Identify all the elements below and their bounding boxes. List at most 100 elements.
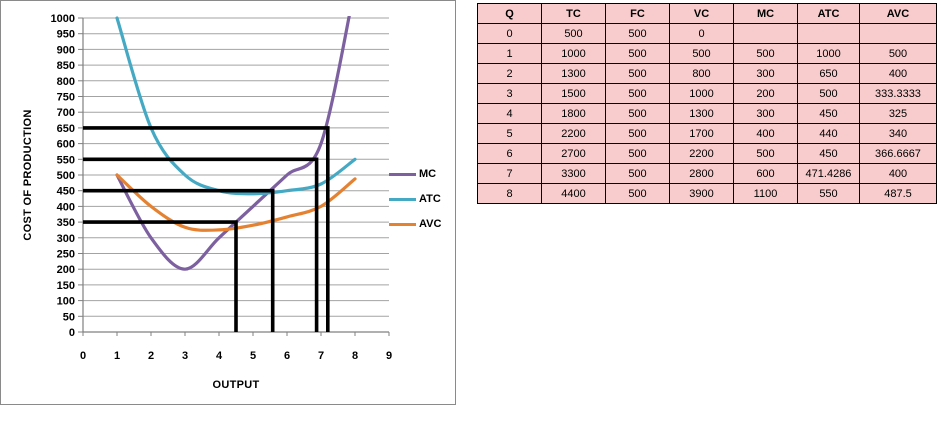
table-cell[interactable]: 500 bbox=[797, 83, 860, 104]
annotation-line[interactable] bbox=[83, 157, 319, 332]
table-cell[interactable]: 500 bbox=[605, 43, 670, 64]
table-cell[interactable]: 550 bbox=[797, 183, 860, 204]
table-cell[interactable]: 800 bbox=[669, 63, 734, 84]
table-cell[interactable]: 600 bbox=[733, 163, 798, 184]
table-cell[interactable]: 366.6667 bbox=[859, 143, 937, 164]
annotation-line[interactable] bbox=[83, 126, 330, 332]
table-cell[interactable]: 500 bbox=[733, 43, 798, 64]
table-cell[interactable]: 400 bbox=[859, 163, 937, 184]
legend-label: ATC bbox=[419, 193, 441, 205]
y-tick-label: 250 bbox=[57, 249, 75, 261]
table-cell[interactable]: 1300 bbox=[541, 63, 606, 84]
table-cell[interactable]: 500 bbox=[859, 43, 937, 64]
table-cell[interactable]: 500 bbox=[733, 143, 798, 164]
table-cell[interactable]: 1300 bbox=[669, 103, 734, 124]
x-tick-label: 7 bbox=[318, 350, 324, 362]
table-cell[interactable]: 300 bbox=[733, 103, 798, 124]
table-cell[interactable]: 450 bbox=[797, 143, 860, 164]
table-cell[interactable]: 8 bbox=[477, 183, 542, 204]
table-cell[interactable]: 500 bbox=[669, 43, 734, 64]
table-cell[interactable]: 1 bbox=[477, 43, 542, 64]
table-cell[interactable]: 400 bbox=[733, 123, 798, 144]
table-cell[interactable]: 1800 bbox=[541, 103, 606, 124]
table-cell[interactable]: 650 bbox=[797, 63, 860, 84]
y-tick-label: 800 bbox=[57, 76, 75, 88]
table-cell[interactable]: 0 bbox=[477, 23, 542, 44]
table-cell[interactable]: 3300 bbox=[541, 163, 606, 184]
table-cell[interactable]: 2200 bbox=[669, 143, 734, 164]
table-cell[interactable]: 440 bbox=[797, 123, 860, 144]
table-cell[interactable]: 4400 bbox=[541, 183, 606, 204]
table-cell[interactable] bbox=[797, 23, 860, 44]
column-header-mc[interactable]: MC bbox=[733, 3, 798, 24]
annotation-line[interactable] bbox=[83, 220, 238, 332]
y-tick-label: 1000 bbox=[51, 13, 75, 25]
table-cell[interactable]: 3900 bbox=[669, 183, 734, 204]
chart-plot-area: 0501001502002503003504004505005506006507… bbox=[51, 13, 393, 362]
table-cell[interactable]: 7 bbox=[477, 163, 542, 184]
table-cell[interactable]: 2800 bbox=[669, 163, 734, 184]
table-cell[interactable]: 487.5 bbox=[859, 183, 937, 204]
y-tick-label: 950 bbox=[57, 29, 75, 41]
legend-item-mc[interactable]: MC bbox=[389, 167, 441, 181]
table-cell[interactable]: 1000 bbox=[797, 43, 860, 64]
x-tick-label: 2 bbox=[148, 350, 154, 362]
cost-production-chart[interactable]: 0 50 100 150 200 250 300 350 400 450 500 550 600 650 7… bbox=[0, 0, 456, 405]
y-tick-label: 400 bbox=[57, 201, 75, 213]
table-row: 6 2700 500 2200 500 450 366.6667 bbox=[477, 143, 937, 164]
table-cell[interactable]: 1100 bbox=[733, 183, 798, 204]
table-cell[interactable]: 1700 bbox=[669, 123, 734, 144]
x-tick-label: 1 bbox=[114, 350, 120, 362]
column-header-tc[interactable]: TC bbox=[541, 3, 606, 24]
table-cell[interactable]: 471.4286 bbox=[797, 163, 860, 184]
x-tick-label: 8 bbox=[352, 350, 358, 362]
table-cell[interactable]: 500 bbox=[605, 163, 670, 184]
table-row: 0 500 500 0 bbox=[477, 23, 937, 44]
table-cell[interactable]: 500 bbox=[605, 63, 670, 84]
table-cell[interactable]: 2700 bbox=[541, 143, 606, 164]
y-tick-label: 100 bbox=[57, 296, 75, 308]
table-cell[interactable]: 500 bbox=[605, 143, 670, 164]
column-header-atc[interactable]: ATC bbox=[797, 3, 860, 24]
table-cell[interactable] bbox=[733, 23, 798, 44]
table-cell[interactable]: 500 bbox=[605, 23, 670, 44]
column-header-avc[interactable]: AVC bbox=[859, 3, 937, 24]
table-cell[interactable]: 325 bbox=[859, 103, 937, 124]
table-row: 7 3300 500 2800 600 471.4286 400 bbox=[477, 163, 937, 184]
table-cell[interactable]: 500 bbox=[605, 183, 670, 204]
table-cell[interactable]: 340 bbox=[859, 123, 937, 144]
cost-table: Q TC FC VC MC ATC AVC 0 500 500 0 1 1000 500 500 500 10… bbox=[477, 3, 937, 204]
table-cell[interactable]: 3 bbox=[477, 83, 542, 104]
table-cell[interactable]: 450 bbox=[797, 103, 860, 124]
table-cell[interactable]: 2200 bbox=[541, 123, 606, 144]
column-header-q[interactable]: Q bbox=[477, 3, 542, 24]
table-cell[interactable]: 1000 bbox=[669, 83, 734, 104]
table-cell[interactable]: 500 bbox=[605, 123, 670, 144]
table-cell[interactable]: 5 bbox=[477, 123, 542, 144]
y-tick-label: 550 bbox=[57, 154, 75, 166]
table-cell[interactable]: 500 bbox=[605, 83, 670, 104]
table-cell[interactable] bbox=[859, 23, 937, 44]
y-tick-label: 750 bbox=[57, 92, 75, 104]
y-tick-label: 450 bbox=[57, 186, 75, 198]
table-cell[interactable]: 300 bbox=[733, 63, 798, 84]
table-cell[interactable]: 333.3333 bbox=[859, 83, 937, 104]
x-tick-label: 5 bbox=[250, 350, 256, 362]
chart-legend: MC ATC AVC bbox=[389, 167, 441, 231]
table-cell[interactable]: 200 bbox=[733, 83, 798, 104]
legend-item-atc[interactable]: ATC bbox=[389, 192, 441, 206]
table-cell[interactable]: 0 bbox=[669, 23, 734, 44]
table-cell[interactable]: 500 bbox=[605, 103, 670, 124]
table-cell[interactable]: 2 bbox=[477, 63, 542, 84]
annotation-line[interactable] bbox=[83, 188, 275, 332]
table-cell[interactable]: 1000 bbox=[541, 43, 606, 64]
table-cell[interactable]: 500 bbox=[541, 23, 606, 44]
table-cell[interactable]: 4 bbox=[477, 103, 542, 124]
column-header-fc[interactable]: FC bbox=[605, 3, 670, 24]
table-cell[interactable]: 1500 bbox=[541, 83, 606, 104]
table-cell[interactable]: 400 bbox=[859, 63, 937, 84]
column-header-vc[interactable]: VC bbox=[669, 3, 734, 24]
table-cell[interactable]: 6 bbox=[477, 143, 542, 164]
y-tick-label: 200 bbox=[57, 264, 75, 276]
legend-item-avc[interactable]: AVC bbox=[389, 217, 441, 231]
